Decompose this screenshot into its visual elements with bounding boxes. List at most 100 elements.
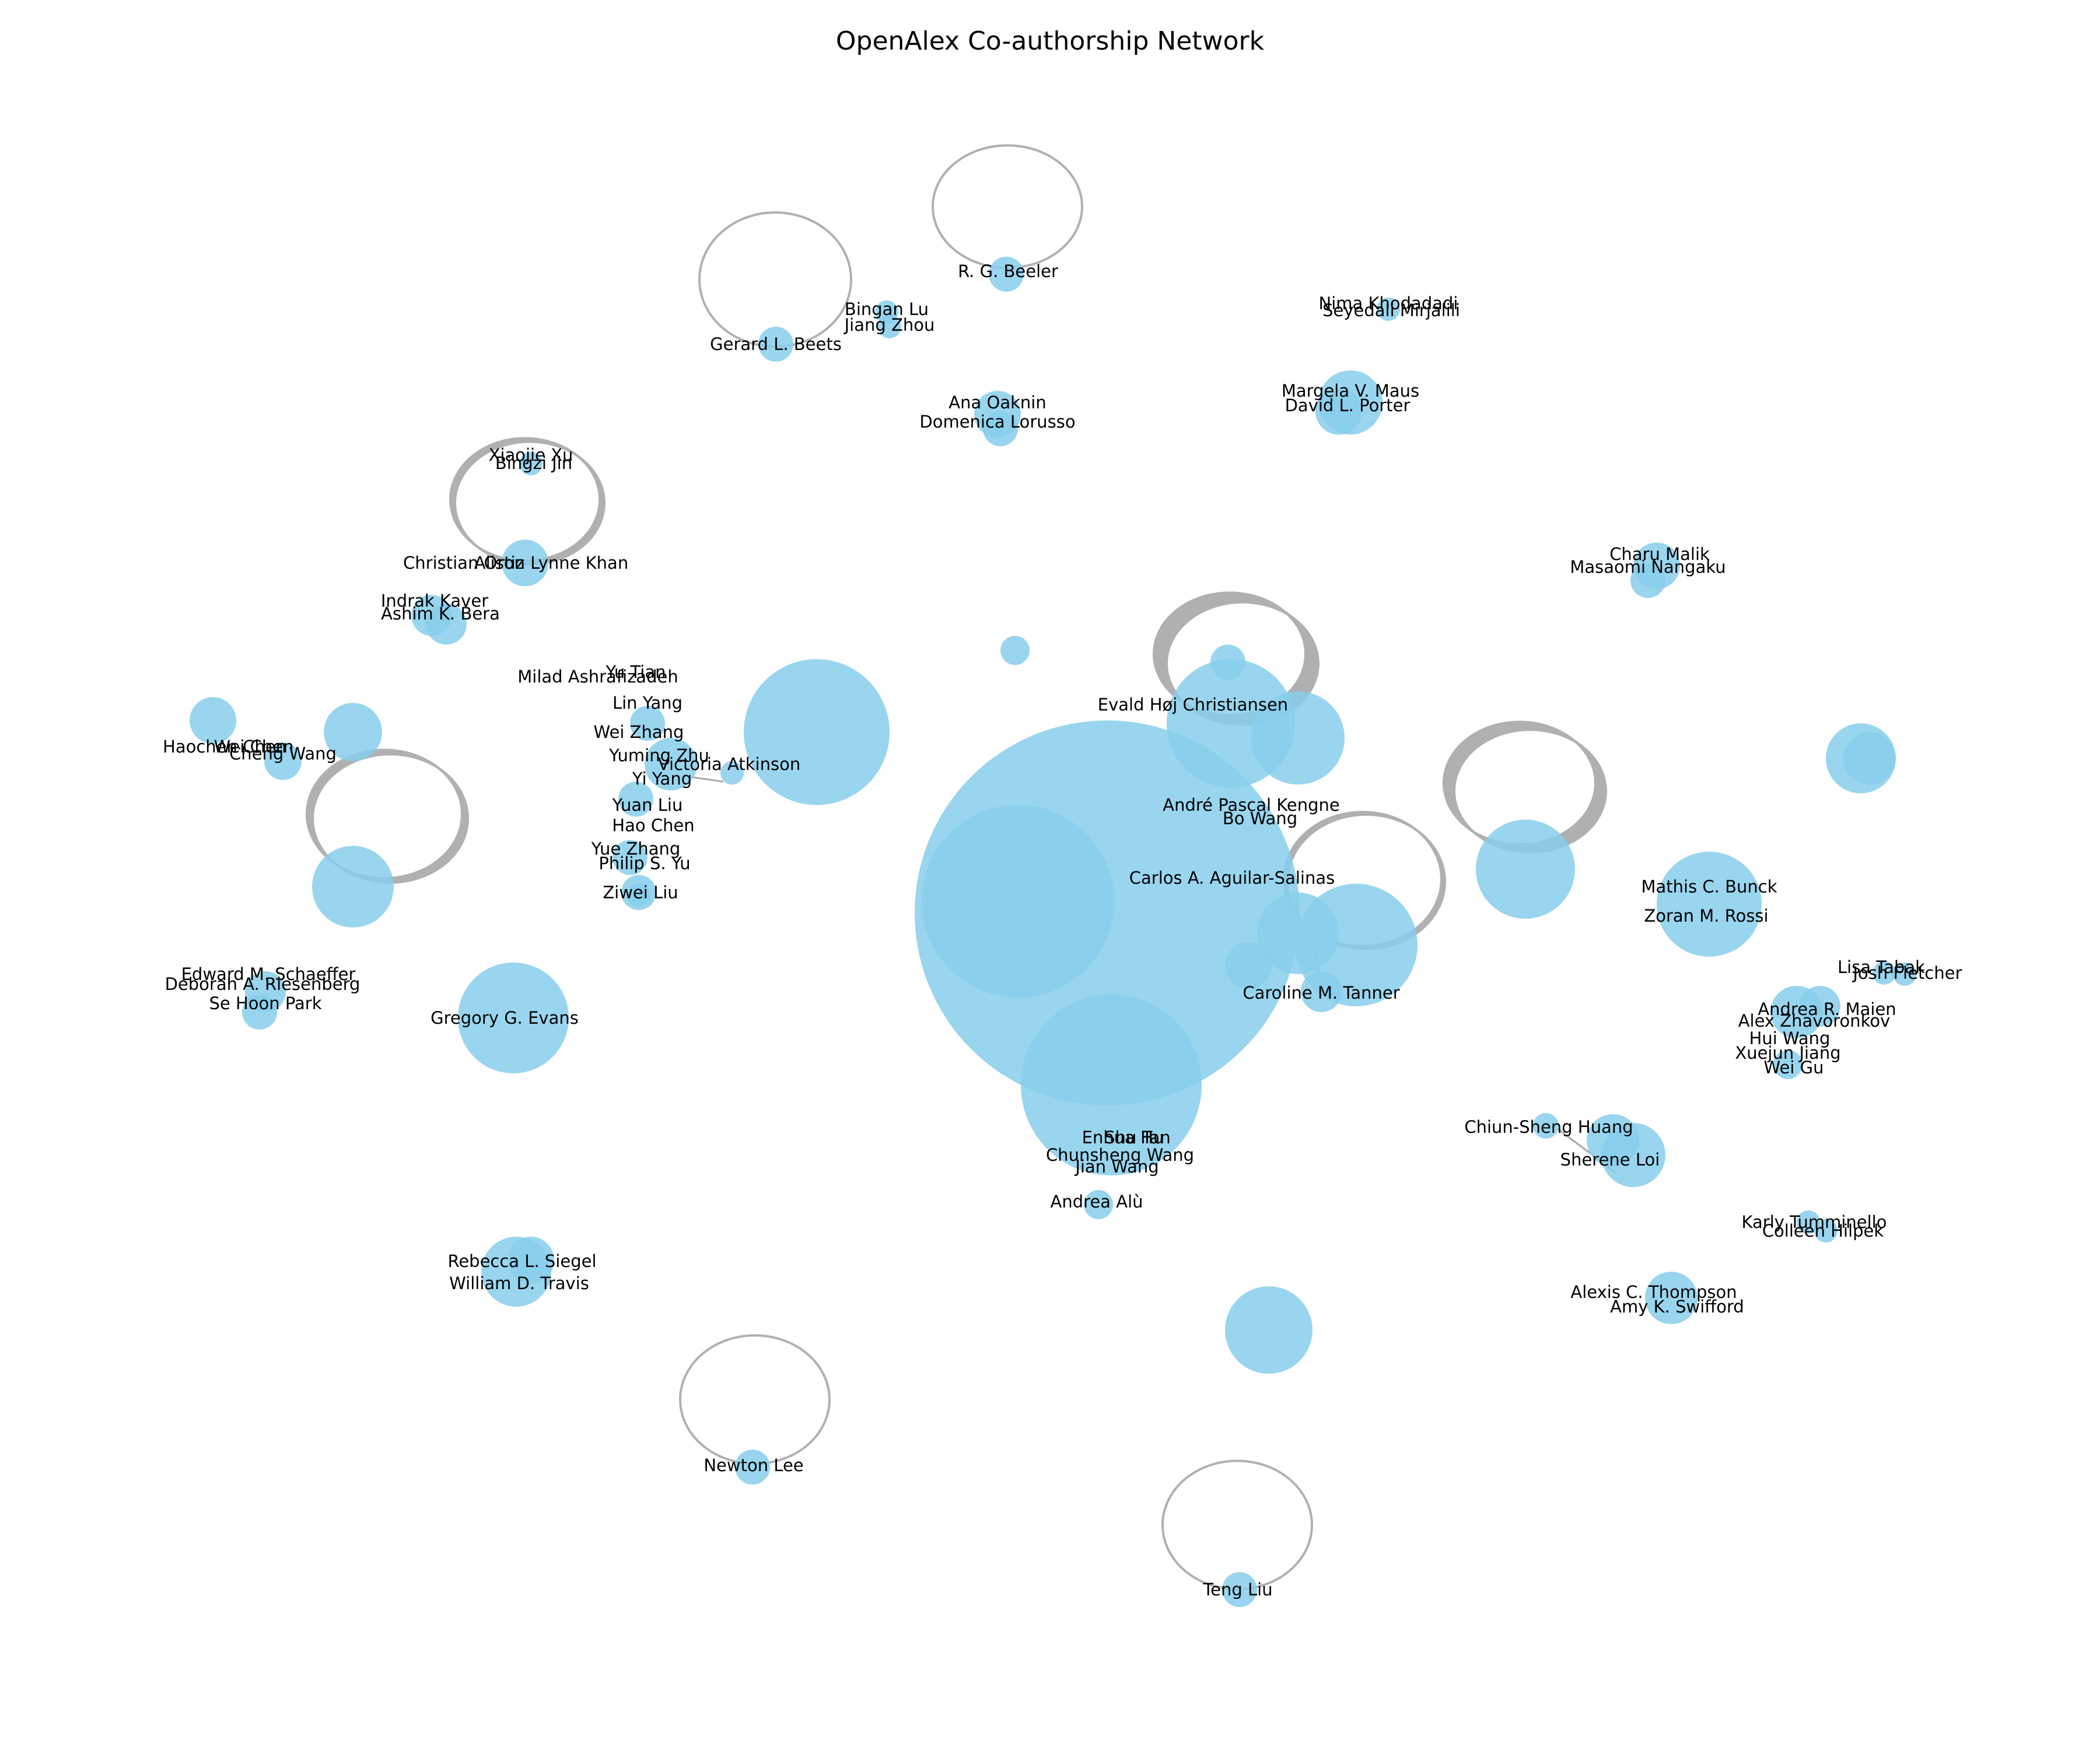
author-node — [1773, 1050, 1803, 1079]
author-node — [324, 703, 382, 761]
author-node — [744, 659, 890, 805]
author-node — [1893, 963, 1916, 986]
author-label: Cheng Wang — [229, 744, 337, 764]
author-label: Wei Gu — [1764, 1058, 1824, 1077]
author-label: Alison Lynne Khan — [474, 553, 628, 573]
author-label: Carlos A. Aguilar-Salinas — [1129, 868, 1335, 888]
author-label: Karly Tumminello — [1742, 1212, 1887, 1232]
author-label: Zoran M. Rossi — [1644, 906, 1768, 926]
author-label: Hui Wang — [1749, 1028, 1831, 1048]
self-loop-edge — [698, 211, 852, 348]
author-node — [1587, 1114, 1639, 1167]
author-node — [735, 1450, 770, 1485]
author-label: Christian Ortiz — [403, 553, 524, 573]
author-node — [1301, 971, 1342, 1012]
author-label: Bingzi Jin — [495, 453, 572, 473]
author-node — [983, 411, 1018, 446]
author-label: Deborah A. Riesenberg — [165, 974, 360, 994]
author-label: Yuan Liu — [612, 795, 683, 815]
author-label: Hao Chen — [612, 816, 694, 835]
author-node — [426, 604, 467, 645]
author-label: Victoria Atkinson — [658, 754, 800, 774]
author-node — [1476, 820, 1575, 919]
author-label: Yi Yang — [632, 769, 692, 789]
author-node — [618, 782, 653, 817]
author-node — [1657, 852, 1762, 957]
author-label: Haochen Chen — [163, 737, 286, 757]
self-loop-edge — [679, 1334, 831, 1465]
author-node — [1645, 1272, 1698, 1324]
author-node — [1873, 961, 1896, 985]
author-label: Chiun-Sheng Huang — [1464, 1117, 1633, 1137]
author-node — [645, 738, 697, 790]
author-label: Ashim K. Bera — [381, 604, 500, 624]
author-label: Sherene Loi — [1560, 1150, 1660, 1170]
author-node — [758, 327, 793, 362]
author-label: Bo Wang — [1223, 808, 1297, 828]
author-node — [1630, 563, 1665, 598]
author-node — [502, 540, 548, 586]
author-label: Mathis C. Bunck — [1641, 877, 1777, 897]
author-label: Andrea Alù — [1050, 1192, 1143, 1212]
author-node — [1225, 942, 1272, 989]
author-label: Chunsheng Wang — [1046, 1145, 1194, 1165]
author-node — [1843, 732, 1896, 785]
author-label: André Pascal Kengne — [1163, 795, 1339, 815]
author-label: Indrak Kaver — [381, 591, 488, 611]
author-label: Teng Liu — [1202, 1580, 1272, 1600]
author-label: David L. Porter — [1285, 396, 1410, 415]
author-label: Caroline M. Tanner — [1242, 983, 1399, 1003]
author-label: Charu Malik — [1609, 544, 1710, 564]
self-loop-edge — [1161, 1460, 1313, 1591]
author-label: William D. Travis — [449, 1273, 589, 1293]
author-label: Andrea R. Maien — [1758, 999, 1896, 1019]
author-label: Alex Zhavoronkov — [1738, 1011, 1891, 1031]
author-label: Xiaojie Xu — [489, 445, 573, 465]
author-node — [922, 805, 1114, 998]
author-label: Lisa Tabak — [1838, 957, 1925, 977]
author-label: Ana Oaknin — [949, 393, 1046, 412]
author-label: Milad Ashrafizadeh — [517, 667, 678, 687]
author-node — [508, 1237, 554, 1283]
author-node — [1225, 1286, 1312, 1374]
self-loop-edge — [932, 144, 1083, 270]
diagram-title: OpenAlex Co-authorship Network — [836, 26, 1265, 56]
author-node — [1797, 1210, 1820, 1234]
author-node — [1377, 298, 1400, 321]
author-node — [519, 452, 542, 475]
author-node — [720, 761, 744, 785]
author-node — [1800, 986, 1840, 1027]
author-node — [627, 884, 650, 907]
author-node — [1000, 636, 1030, 665]
author-label: Shu Tan — [1104, 1128, 1170, 1147]
author-label: Alexis C. Thompson — [1570, 1282, 1737, 1302]
author-node — [612, 840, 648, 875]
author-label: Masaomi Nangaku — [1570, 557, 1726, 577]
author-node — [1084, 1190, 1113, 1219]
author-label: Rebecca L. Siegel — [447, 1251, 596, 1271]
author-label: Josh Fletcher — [1852, 963, 1962, 983]
author-node — [1533, 1113, 1559, 1139]
author-label: Wei Chen — [214, 737, 294, 757]
author-node — [190, 697, 236, 744]
author-node — [458, 963, 569, 1073]
author-node — [1021, 995, 1202, 1175]
author-node — [989, 257, 1024, 292]
author-label: Wei Zhang — [594, 722, 684, 742]
author-label: Amy K. Swifford — [1610, 1297, 1744, 1317]
author-label: Lin Yang — [612, 693, 682, 713]
author-node — [312, 846, 394, 928]
author-node — [1315, 388, 1362, 435]
author-node — [264, 743, 302, 780]
author-label: Edward M. Schaeffer — [181, 964, 356, 984]
author-label: Jiang Zhou — [844, 315, 935, 335]
author-label: Ziwei Liu — [603, 883, 678, 902]
author-node — [1222, 1572, 1257, 1607]
author-label: Enhua Hu — [1082, 1128, 1164, 1147]
author-label: Domenica Lorusso — [919, 412, 1075, 432]
author-label: Philip S. Yu — [598, 853, 690, 873]
author-label: Seyedali Mirjalili — [1322, 300, 1460, 320]
author-label: Se Hoon Park — [209, 993, 321, 1013]
author-label: Newton Lee — [704, 1455, 803, 1475]
